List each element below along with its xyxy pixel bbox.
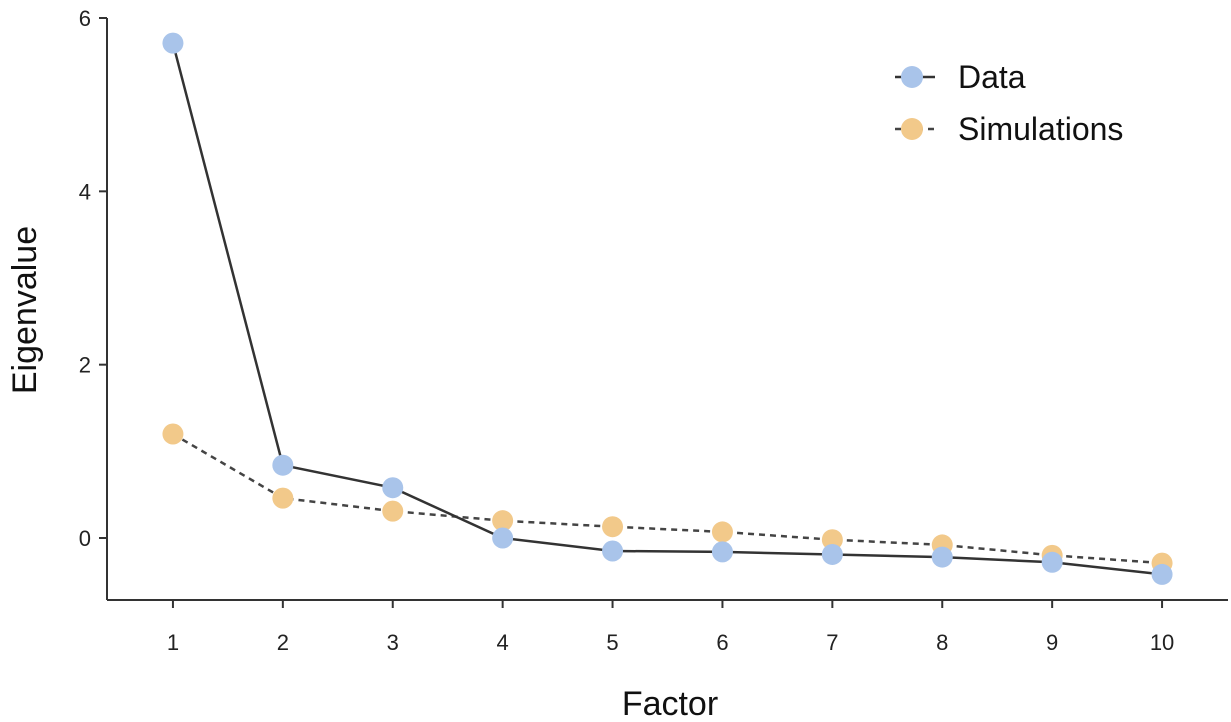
- data-point-data: [1041, 551, 1063, 573]
- legend-marker-simulations: [901, 118, 923, 140]
- data-point-simulations: [272, 487, 294, 509]
- series-layer: [162, 32, 1173, 585]
- legend-item-simulations: Simulations: [895, 111, 1123, 147]
- data-point-simulations: [711, 521, 733, 543]
- data-point-simulations: [162, 423, 184, 445]
- y-tick-label: 6: [79, 6, 91, 31]
- legend-label-data: Data: [958, 59, 1026, 95]
- data-point-data: [602, 540, 624, 562]
- x-axis-title: Factor: [622, 685, 718, 722]
- y-axis-title: Eigenvalue: [6, 226, 44, 394]
- x-tick-label: 2: [277, 630, 289, 655]
- legend: Data Simulations: [895, 59, 1123, 147]
- data-point-data: [711, 541, 733, 563]
- y-tick-label: 0: [79, 526, 91, 551]
- x-tick-label: 6: [716, 630, 728, 655]
- data-point-data: [931, 546, 953, 568]
- x-tick-label: 3: [387, 630, 399, 655]
- x-tick-label: 1: [167, 630, 179, 655]
- y-tick-label: 4: [79, 179, 91, 204]
- x-tick-label: 5: [606, 630, 618, 655]
- data-point-data: [382, 477, 404, 499]
- legend-label-simulations: Simulations: [958, 111, 1123, 147]
- axes: [106, 18, 1228, 601]
- x-tick-label: 7: [826, 630, 838, 655]
- legend-item-data: Data: [895, 59, 1026, 95]
- x-ticks: 1 2 3 4 5 6 7 8 9 10: [167, 600, 1174, 655]
- data-point-data: [1151, 563, 1173, 585]
- data-point-data: [162, 32, 184, 54]
- y-tick-label: 2: [79, 353, 91, 378]
- data-point-data: [272, 454, 294, 476]
- data-point-simulations: [821, 529, 843, 551]
- series-line-data: [171, 42, 1163, 576]
- x-tick-label: 10: [1150, 630, 1174, 655]
- data-point-simulations: [602, 516, 624, 538]
- legend-marker-data: [901, 66, 923, 88]
- series-line-simulations: [172, 432, 1163, 565]
- data-point-data: [821, 543, 843, 565]
- series-data: [162, 32, 1173, 585]
- x-tick-label: 4: [497, 630, 509, 655]
- data-point-data: [492, 527, 514, 549]
- data-point-simulations: [382, 500, 404, 522]
- y-ticks: 0 2 4 6: [79, 6, 107, 551]
- x-tick-label: 8: [936, 630, 948, 655]
- data-point-simulations: [492, 510, 514, 532]
- x-tick-label: 9: [1046, 630, 1058, 655]
